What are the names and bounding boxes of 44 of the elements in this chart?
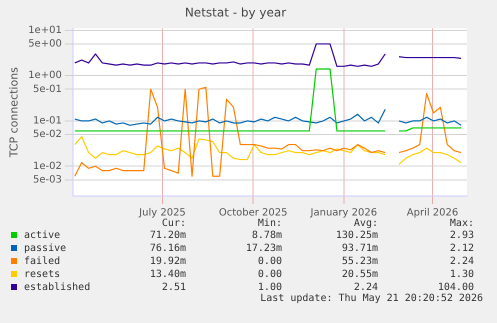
text: Last update: Thu May 21 20:20:52 2026 [260,293,483,304]
y-axis-title: TCP connections [7,66,20,158]
text: 0.00 [256,268,282,281]
legend-label: established [23,281,92,294]
text: 1.00 [256,281,282,294]
chart-title: Netstat - by year [184,5,286,20]
text: 0.00 [256,255,282,268]
y-tick-label: 5e-02 [32,129,62,140]
text: 17.23m [244,242,282,255]
legend-label: failed [23,255,62,268]
text: Min: [256,218,282,229]
text: 2.93 [448,229,474,242]
text: 2.24 [448,255,474,268]
text: 2.51 [160,281,186,294]
legend-label: resets [23,268,62,281]
text: 76.16m [148,242,186,255]
text: Cur: [160,218,186,229]
y-tick-label: 1e-02 [32,160,62,172]
text: 19.92m [148,255,186,268]
text: Avg: [352,218,378,229]
text: 55.23m [340,255,378,268]
y-tick-label: 5e-03 [32,174,62,186]
y-tick-label: 1e-01 [32,115,62,126]
text: Max: [448,218,474,229]
text: 8.78m [250,229,282,242]
text: 104.00 [436,281,474,294]
x-tick-label: April 2026 [406,208,458,219]
text: 93.71m [340,242,378,255]
legend-label: passive [23,242,68,255]
x-tick-label: October 2025 [218,208,288,219]
x-tick-label: July 2025 [138,208,186,219]
y-tick-label: 1e+00 [28,70,62,82]
text: 2.24 [352,281,378,293]
text: 1.30 [448,268,474,281]
text: 2.12 [448,242,474,255]
text: 20.55m [340,268,378,281]
x-tick-label: January 2026 [310,208,378,219]
text: 71.20m [148,229,186,242]
y-tick-label: 1e+01 [28,24,62,36]
text: 13.40m [148,268,186,281]
text: 130.25m [334,229,378,242]
legend-label: active [23,229,62,242]
y-tick-label: 5e-01 [32,84,62,95]
y-tick-label: 5e+00 [28,38,62,50]
